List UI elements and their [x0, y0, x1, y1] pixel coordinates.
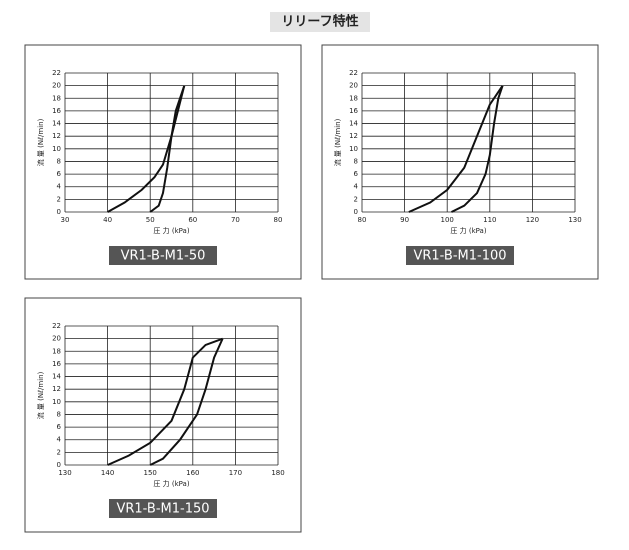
y-tick-label: 14 [52, 373, 61, 381]
y-tick-label: 2 [57, 195, 61, 203]
curve [149, 338, 224, 466]
x-tick-label: 30 [61, 216, 70, 224]
title-box [270, 12, 370, 32]
x-axis-label: 圧 力 (kPa) [153, 479, 189, 488]
y-tick-label: 22 [349, 69, 358, 77]
y-tick-label: 12 [52, 132, 61, 140]
panel [24, 297, 302, 533]
y-tick-label: 14 [52, 120, 61, 128]
y-tick-label: 18 [52, 94, 61, 102]
x-axis-label: 圧 力 (kPa) [153, 226, 189, 235]
x-tick-label: 140 [101, 469, 114, 477]
y-tick-label: 10 [52, 145, 61, 153]
model-label: VR1-B-M1-50 [121, 249, 206, 264]
y-axis-label: 流 量 (Nℓ/min) [36, 118, 45, 166]
x-tick-label: 50 [146, 216, 155, 224]
x-tick-label: 40 [103, 216, 112, 224]
y-axis-label: 流 量 (Nℓ/min) [36, 371, 45, 419]
x-tick-label: 100 [441, 216, 454, 224]
x-tick-label: 80 [358, 216, 367, 224]
y-tick-label: 18 [349, 94, 358, 102]
x-tick-label: 180 [271, 469, 284, 477]
y-tick-label: 16 [349, 107, 358, 115]
y-tick-label: 8 [57, 410, 61, 418]
page-title: リリーフ特性 [281, 14, 358, 30]
model-label-box [109, 499, 217, 518]
x-tick-label: 120 [526, 216, 539, 224]
y-tick-label: 20 [52, 82, 61, 90]
model-label: VR1-B-M1-150 [116, 502, 209, 517]
panel [321, 44, 599, 280]
curve [408, 85, 504, 213]
model-label-box [406, 246, 514, 265]
y-tick-label: 22 [52, 322, 61, 330]
y-tick-label: 8 [57, 157, 61, 165]
x-tick-label: 80 [274, 216, 283, 224]
y-tick-label: 0 [57, 208, 61, 216]
model-label-box [109, 246, 217, 265]
x-tick-label: 170 [229, 469, 242, 477]
x-tick-label: 90 [400, 216, 409, 224]
y-tick-label: 10 [349, 145, 358, 153]
y-tick-label: 12 [52, 385, 61, 393]
x-tick-label: 70 [231, 216, 240, 224]
x-tick-label: 60 [188, 216, 197, 224]
curve [451, 85, 504, 213]
x-tick-label: 130 [58, 469, 71, 477]
x-tick-label: 130 [568, 216, 581, 224]
y-tick-label: 16 [52, 360, 61, 368]
y-tick-label: 0 [354, 208, 358, 216]
y-tick-label: 14 [349, 120, 358, 128]
y-tick-label: 4 [57, 436, 62, 444]
y-tick-label: 16 [52, 107, 61, 115]
x-axis-label: 圧 力 (kPa) [450, 226, 486, 235]
y-tick-label: 10 [52, 398, 61, 406]
model-label: VR1-B-M1-100 [413, 249, 506, 264]
x-tick-label: 110 [483, 216, 496, 224]
y-tick-label: 8 [354, 157, 358, 165]
y-tick-label: 12 [349, 132, 358, 140]
y-tick-label: 18 [52, 347, 61, 355]
y-tick-label: 20 [349, 82, 358, 90]
curve [107, 337, 223, 466]
x-tick-label: 160 [186, 469, 199, 477]
y-tick-label: 20 [52, 335, 61, 343]
x-tick-label: 150 [144, 469, 157, 477]
y-tick-label: 4 [354, 183, 359, 191]
curve [149, 85, 186, 213]
y-tick-label: 2 [57, 448, 61, 456]
y-tick-label: 22 [52, 69, 61, 77]
y-tick-label: 6 [354, 170, 359, 178]
y-tick-label: 6 [57, 423, 62, 431]
y-tick-label: 6 [57, 170, 62, 178]
y-tick-label: 0 [57, 461, 61, 469]
y-axis-label: 流 量 (Nℓ/min) [333, 118, 342, 166]
y-tick-label: 2 [354, 195, 358, 203]
y-tick-label: 4 [57, 183, 62, 191]
